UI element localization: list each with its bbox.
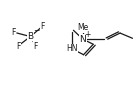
Text: HN: HN xyxy=(66,44,78,53)
Text: +: + xyxy=(84,30,91,39)
Text: F: F xyxy=(16,42,20,51)
Text: −: − xyxy=(33,26,39,35)
Text: F: F xyxy=(12,28,16,37)
Text: F: F xyxy=(34,42,38,51)
Text: B: B xyxy=(27,32,33,41)
Text: F: F xyxy=(41,22,45,31)
Text: Me: Me xyxy=(77,23,88,32)
Text: N: N xyxy=(79,35,86,44)
